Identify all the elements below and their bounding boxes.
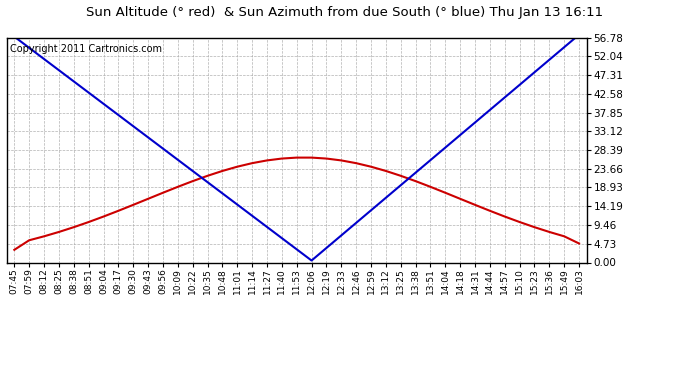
Text: Copyright 2011 Cartronics.com: Copyright 2011 Cartronics.com — [10, 44, 161, 54]
Text: Sun Altitude (° red)  & Sun Azimuth from due South (° blue) Thu Jan 13 16:11: Sun Altitude (° red) & Sun Azimuth from … — [86, 6, 604, 19]
